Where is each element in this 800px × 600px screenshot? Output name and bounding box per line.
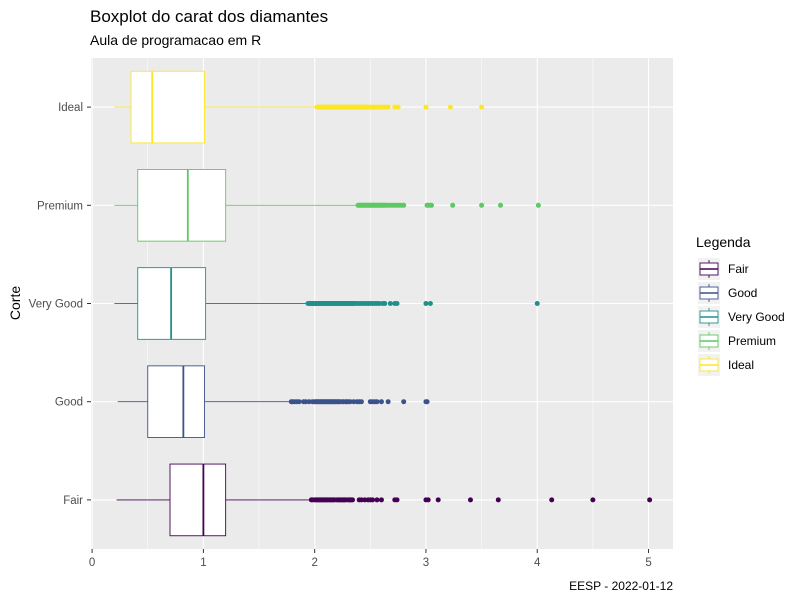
y-tick-label: Fair [63, 495, 83, 507]
outlier-point [495, 497, 501, 503]
legend-item-premium: Premium [698, 330, 776, 352]
outlier-point [467, 497, 473, 503]
outlier-point [382, 301, 388, 306]
outlier-point [498, 202, 504, 208]
box-fair [116, 463, 653, 537]
y-tick-label: Very Good [29, 299, 83, 311]
outlier-point [424, 399, 430, 405]
outlier-point [423, 301, 429, 306]
box-ideal [114, 70, 485, 144]
outlier-point [423, 104, 429, 110]
y-tick-label: Good [55, 397, 83, 409]
outlier-point [427, 301, 433, 306]
outlier-point [394, 301, 400, 306]
outlier-point [534, 301, 540, 306]
x-tick-label: 4 [534, 557, 541, 569]
box-iqr [169, 463, 227, 537]
outlier-point [385, 104, 391, 110]
outlier-point [296, 399, 302, 405]
outlier-point [378, 497, 384, 503]
chart-caption: EESP - 2022-01-12 [569, 579, 673, 593]
box-premium [114, 169, 541, 242]
outlier-point [378, 399, 384, 405]
legend-item-good: Good [698, 282, 757, 304]
outlier-point [425, 497, 431, 503]
x-tick-label: 0 [89, 557, 95, 569]
outlier-point [429, 202, 435, 208]
outlier-point [401, 202, 407, 208]
outlier-point [350, 497, 356, 503]
outlier-point [387, 301, 393, 306]
outlier-point [479, 202, 485, 208]
outlier-point [394, 497, 400, 503]
outlier-point [385, 399, 391, 405]
x-tick-label: 5 [645, 557, 651, 569]
outlier-point [549, 497, 555, 503]
outlier-point [590, 497, 596, 503]
legend-label: Fair [728, 262, 749, 276]
outlier-point [370, 497, 376, 503]
legend: Legenda Fair Good Very Good Premium Ideal [696, 234, 785, 376]
x-axis: 0 1 2 3 4 5 [89, 549, 652, 569]
outlier-point [401, 399, 407, 405]
y-axis: Fair Good Very Good Premium Ideal [29, 102, 91, 507]
legend-label: Premium [728, 334, 776, 348]
outlier-point [435, 497, 441, 503]
legend-label: Ideal [728, 358, 754, 372]
boxes-layer [114, 70, 653, 537]
y-axis-title: Corte [7, 286, 23, 320]
box-very-good [114, 267, 540, 340]
outlier-point [447, 104, 453, 110]
x-tick-label: 3 [423, 557, 429, 569]
legend-label: Good [728, 286, 757, 300]
x-tick-label: 2 [311, 557, 317, 569]
box-good [117, 365, 430, 438]
outlier-point [374, 399, 380, 405]
outlier-point [479, 104, 485, 110]
outlier-point [535, 202, 541, 208]
chart-title: Boxplot do carat dos diamantes [90, 7, 328, 26]
y-tick-label: Premium [37, 200, 83, 212]
legend-item-ideal: Ideal [698, 354, 754, 376]
chart-subtitle: Aula de programacao em R [90, 32, 261, 48]
outlier-point [358, 399, 364, 405]
y-tick-label: Ideal [58, 102, 83, 114]
box-iqr [130, 70, 205, 144]
outlier-point [647, 497, 653, 503]
legend-item-very-good: Very Good [698, 306, 785, 328]
legend-label: Very Good [728, 310, 785, 324]
box-iqr [137, 169, 227, 242]
box-iqr [147, 365, 205, 438]
legend-title: Legenda [696, 234, 751, 250]
legend-item-fair: Fair [698, 258, 749, 280]
x-tick-label: 1 [200, 557, 206, 569]
outlier-point [450, 202, 456, 208]
outlier-point [395, 104, 401, 110]
outlier-point [374, 497, 380, 503]
